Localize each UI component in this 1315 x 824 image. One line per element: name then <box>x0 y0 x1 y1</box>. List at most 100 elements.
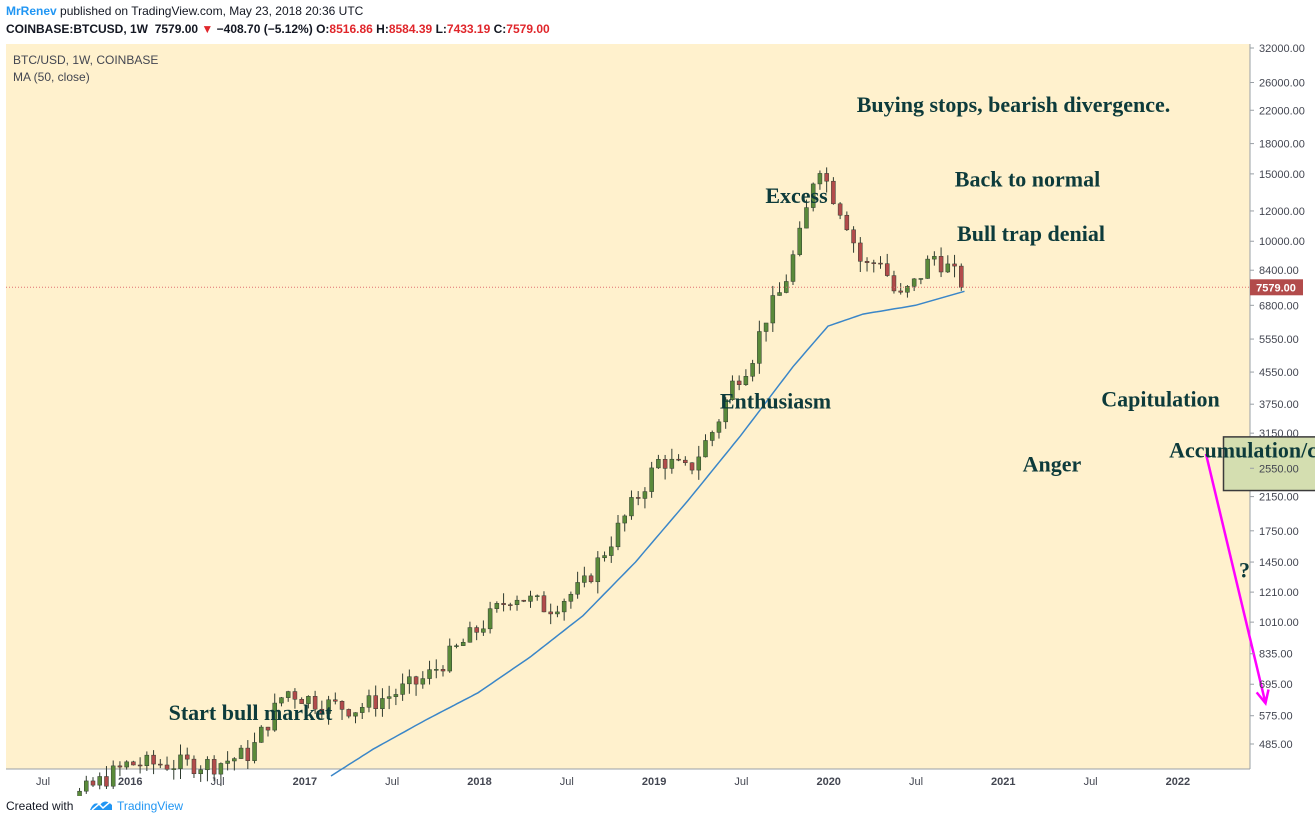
candles <box>77 167 964 796</box>
candle-body <box>555 611 560 615</box>
time-tick-label: Jul <box>211 776 225 788</box>
price-chart[interactable]: Start bull market Enthusiasm Excess Buying … <box>0 42 1315 796</box>
plot-area[interactable] <box>6 44 1250 769</box>
candle-body <box>508 604 513 606</box>
projection-arrow <box>1204 453 1267 704</box>
candle-body <box>501 603 506 605</box>
candle-body <box>810 183 816 208</box>
candle-body <box>110 765 116 787</box>
price-tick-label: 15000.00 <box>1259 169 1305 181</box>
published-text: published on TradingView.com, May 23, 20… <box>60 4 364 18</box>
price-tick-label: 1750.00 <box>1259 526 1299 538</box>
candle-body <box>306 696 311 704</box>
candle-body <box>662 459 668 469</box>
candle-body <box>541 595 547 613</box>
price-tick-label: 2550.00 <box>1259 463 1299 475</box>
candle-body <box>945 263 951 273</box>
annotation-text: Back to normal <box>955 167 1100 192</box>
candle-body <box>837 203 843 216</box>
time-axis[interactable]: Jul 2016 Jul 2017 Jul 2018 Jul 2019 Jul 2020 Jul 20… <box>36 776 1190 788</box>
time-tick-label: Jul <box>1084 776 1098 788</box>
annotation-text: Enthusiasm <box>720 389 831 414</box>
annotation-text: Start bull market <box>169 700 333 725</box>
candle-body <box>736 380 742 385</box>
current-price-label: 7579.00 <box>1256 282 1296 294</box>
time-tick-label: 2019 <box>642 776 666 788</box>
time-tick-label: Jul <box>560 776 574 788</box>
price-tick-label: 3150.00 <box>1259 428 1299 440</box>
candle-body <box>90 780 96 786</box>
time-tick-label: 2017 <box>293 776 317 788</box>
candle-body <box>481 628 486 633</box>
candle-body <box>676 458 681 461</box>
candle-body <box>151 754 156 765</box>
tradingview-logo-icon[interactable] <box>88 796 114 816</box>
candle-body <box>938 256 944 273</box>
candle-body <box>797 227 802 255</box>
candle-body <box>851 229 856 244</box>
high-label: H: <box>376 22 389 36</box>
price-tick-label: 485.00 <box>1259 739 1293 751</box>
candle-body <box>299 699 304 704</box>
candle-body <box>575 582 580 595</box>
open-label: O: <box>316 22 330 36</box>
time-tick-label: 2021 <box>991 776 1015 788</box>
candle-body <box>178 754 183 769</box>
candle-body <box>131 761 136 766</box>
candle-body <box>770 295 776 324</box>
candle-body <box>844 214 850 231</box>
price-tick-label: 5550.00 <box>1259 334 1299 346</box>
price-tick-label: 3750.00 <box>1259 399 1299 411</box>
candle-body <box>864 261 870 263</box>
candle-body <box>198 769 203 775</box>
candle-body <box>683 459 688 464</box>
low-value: 7433.19 <box>446 22 491 36</box>
time-tick-label: Jul <box>385 776 399 788</box>
candle-body <box>413 676 419 685</box>
price-tick-label: 1210.00 <box>1259 587 1299 599</box>
candle-body <box>359 707 365 713</box>
candle-body <box>97 776 102 786</box>
ohlc-line: COINBASE:BTCUSD, 1W 7579.00 ▼ −408.70 (−… <box>6 22 550 36</box>
footer: Created with TradingView <box>0 796 400 818</box>
candle-body <box>932 256 937 260</box>
candle-body <box>447 645 452 672</box>
price-tick-label: 695.00 <box>1259 679 1293 691</box>
price-tick-label: 1450.00 <box>1259 557 1299 569</box>
symbol-label: COINBASE:BTCUSD, 1W <box>6 22 149 36</box>
consolidation-box <box>1222 436 1315 492</box>
author-link[interactable]: MrRenev <box>6 4 57 18</box>
candle-body <box>440 669 446 672</box>
candle-body <box>232 758 237 762</box>
low-label: L: <box>435 22 447 36</box>
candle-body <box>548 611 553 615</box>
candle-body <box>696 456 702 471</box>
candle-body <box>561 601 567 613</box>
candle-body <box>238 747 244 759</box>
candle-body <box>460 642 466 646</box>
candle-body <box>750 363 755 377</box>
candle-body <box>191 758 197 775</box>
down-triangle-icon: ▼ <box>201 22 214 36</box>
candle-body <box>434 669 439 671</box>
candle-body <box>104 776 109 787</box>
created-with-text: Created with <box>6 799 74 813</box>
price-axis[interactable]: 32000.00 26000.00 22000.00 18000.00 15000.00… <box>1250 43 1305 751</box>
candle-body <box>804 207 809 229</box>
candle-body <box>259 726 264 743</box>
legend-ma: MA (50, close) <box>13 70 90 84</box>
candle-body <box>884 263 890 276</box>
candle-body <box>534 595 540 597</box>
legend-symbol: BTC/USD, 1W, COINBASE <box>13 53 158 67</box>
candle-body <box>528 595 533 602</box>
candle-body <box>716 421 722 433</box>
candle-body <box>312 696 318 710</box>
close-value: 7579.00 <box>506 22 550 36</box>
annotation-text: Anger <box>1023 452 1082 477</box>
candle-body <box>333 699 338 702</box>
candle-body <box>117 765 123 768</box>
candle-body <box>831 180 836 205</box>
arrows <box>1204 453 1270 706</box>
tradingview-link[interactable]: TradingView <box>117 799 184 813</box>
candle-body <box>225 760 230 764</box>
